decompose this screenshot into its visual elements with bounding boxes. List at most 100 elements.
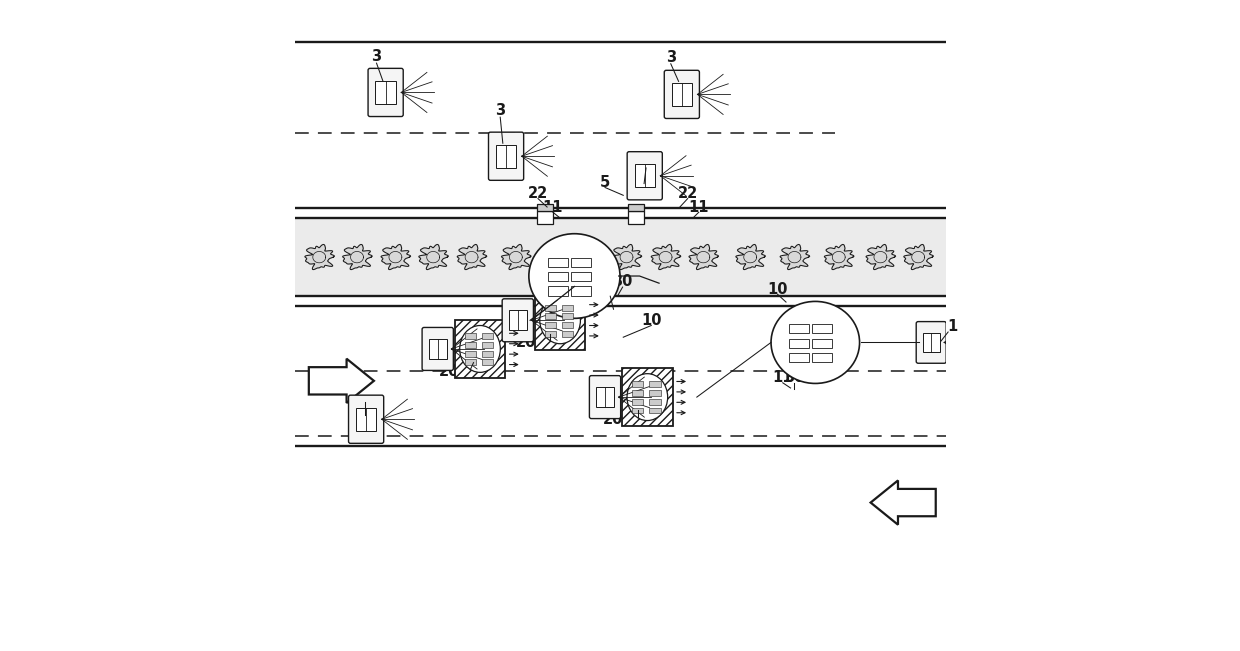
Text: 30: 30 [784,370,805,385]
Bar [629,204,644,211]
Bar [482,359,494,365]
Bar [812,353,832,362]
Text: 30: 30 [613,274,632,290]
Bar [923,333,940,352]
Ellipse shape [528,234,620,318]
Bar [544,305,556,311]
Bar [572,272,590,281]
Text: 3: 3 [372,49,382,64]
Bar [629,211,644,224]
Bar [482,351,494,357]
Bar [572,286,590,296]
Bar [635,164,655,187]
Bar [789,339,808,348]
Bar [548,258,568,267]
Ellipse shape [627,374,667,421]
Ellipse shape [771,301,859,383]
Bar [496,145,516,168]
Bar [376,81,396,104]
Text: 3: 3 [666,49,676,65]
Text: 3: 3 [360,402,370,418]
Text: 22: 22 [528,186,548,201]
Bar [544,313,556,319]
Bar [632,399,644,405]
Bar [482,342,494,348]
Bar [562,331,573,337]
Bar [632,381,644,387]
Bar [465,333,476,339]
FancyBboxPatch shape [422,327,454,370]
Bar [356,408,376,431]
Bar [812,324,832,333]
Bar [572,258,590,267]
FancyBboxPatch shape [489,132,523,180]
Ellipse shape [460,326,501,372]
Text: 11: 11 [773,370,794,385]
Bar [548,286,568,296]
Text: 10: 10 [641,312,661,328]
FancyBboxPatch shape [627,152,662,200]
Bar [508,310,527,331]
Text: 2: 2 [469,350,479,366]
Ellipse shape [539,297,580,344]
Bar [650,381,661,387]
Polygon shape [780,244,810,270]
Text: 11: 11 [543,199,563,215]
FancyBboxPatch shape [502,299,533,342]
Bar [455,320,506,378]
Bar [534,291,585,350]
Bar [562,322,573,328]
Polygon shape [870,480,936,525]
Bar [622,368,673,426]
Text: 22: 22 [677,186,698,201]
Bar [465,351,476,357]
Bar [465,359,476,365]
Text: 20: 20 [516,335,537,350]
Bar [544,331,556,337]
Bar [465,342,476,348]
Text: 3: 3 [495,103,505,118]
Bar [295,218,945,296]
Polygon shape [342,244,372,270]
Bar [548,272,568,281]
Bar [789,353,808,362]
Bar [562,313,573,319]
Bar [632,390,644,396]
Text: 1: 1 [947,319,957,335]
FancyBboxPatch shape [368,68,403,117]
Bar [596,387,614,408]
Text: 5: 5 [600,174,610,190]
Text: 20: 20 [604,411,624,427]
Text: 11: 11 [688,199,709,215]
Polygon shape [825,244,854,270]
Text: 10: 10 [768,281,787,297]
Text: 3: 3 [641,155,651,171]
Polygon shape [613,244,642,270]
Polygon shape [458,244,487,270]
Polygon shape [381,244,410,270]
Polygon shape [689,244,718,270]
FancyBboxPatch shape [589,376,621,419]
FancyBboxPatch shape [348,395,383,443]
Bar [812,339,832,348]
Bar [537,204,553,211]
Bar [429,339,446,359]
Polygon shape [501,244,531,270]
Bar [562,305,573,311]
Text: 20: 20 [439,363,459,379]
Polygon shape [539,244,569,270]
Bar [672,83,692,106]
Polygon shape [651,244,681,270]
Polygon shape [309,359,374,403]
Polygon shape [305,244,335,270]
Polygon shape [904,244,934,270]
Text: 2: 2 [546,322,556,337]
Bar [789,324,808,333]
Bar [650,390,661,396]
Polygon shape [419,244,449,270]
Bar [537,211,553,224]
Bar [544,322,556,328]
FancyBboxPatch shape [665,70,699,118]
Bar [650,399,661,405]
Bar [482,333,494,339]
